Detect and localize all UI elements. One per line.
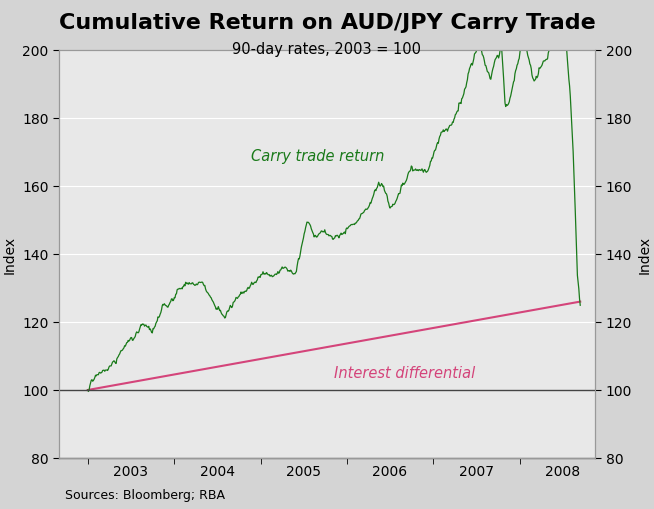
Text: 90-day rates, 2003 = 100: 90-day rates, 2003 = 100 [233, 42, 421, 56]
Text: Sources: Bloomberg; RBA: Sources: Bloomberg; RBA [65, 489, 226, 501]
Text: Carry trade return: Carry trade return [251, 149, 385, 163]
Text: Interest differential: Interest differential [334, 366, 475, 381]
Y-axis label: Index: Index [638, 236, 651, 273]
Y-axis label: Index: Index [3, 236, 16, 273]
Text: Cumulative Return on AUD/JPY Carry Trade: Cumulative Return on AUD/JPY Carry Trade [59, 13, 595, 33]
